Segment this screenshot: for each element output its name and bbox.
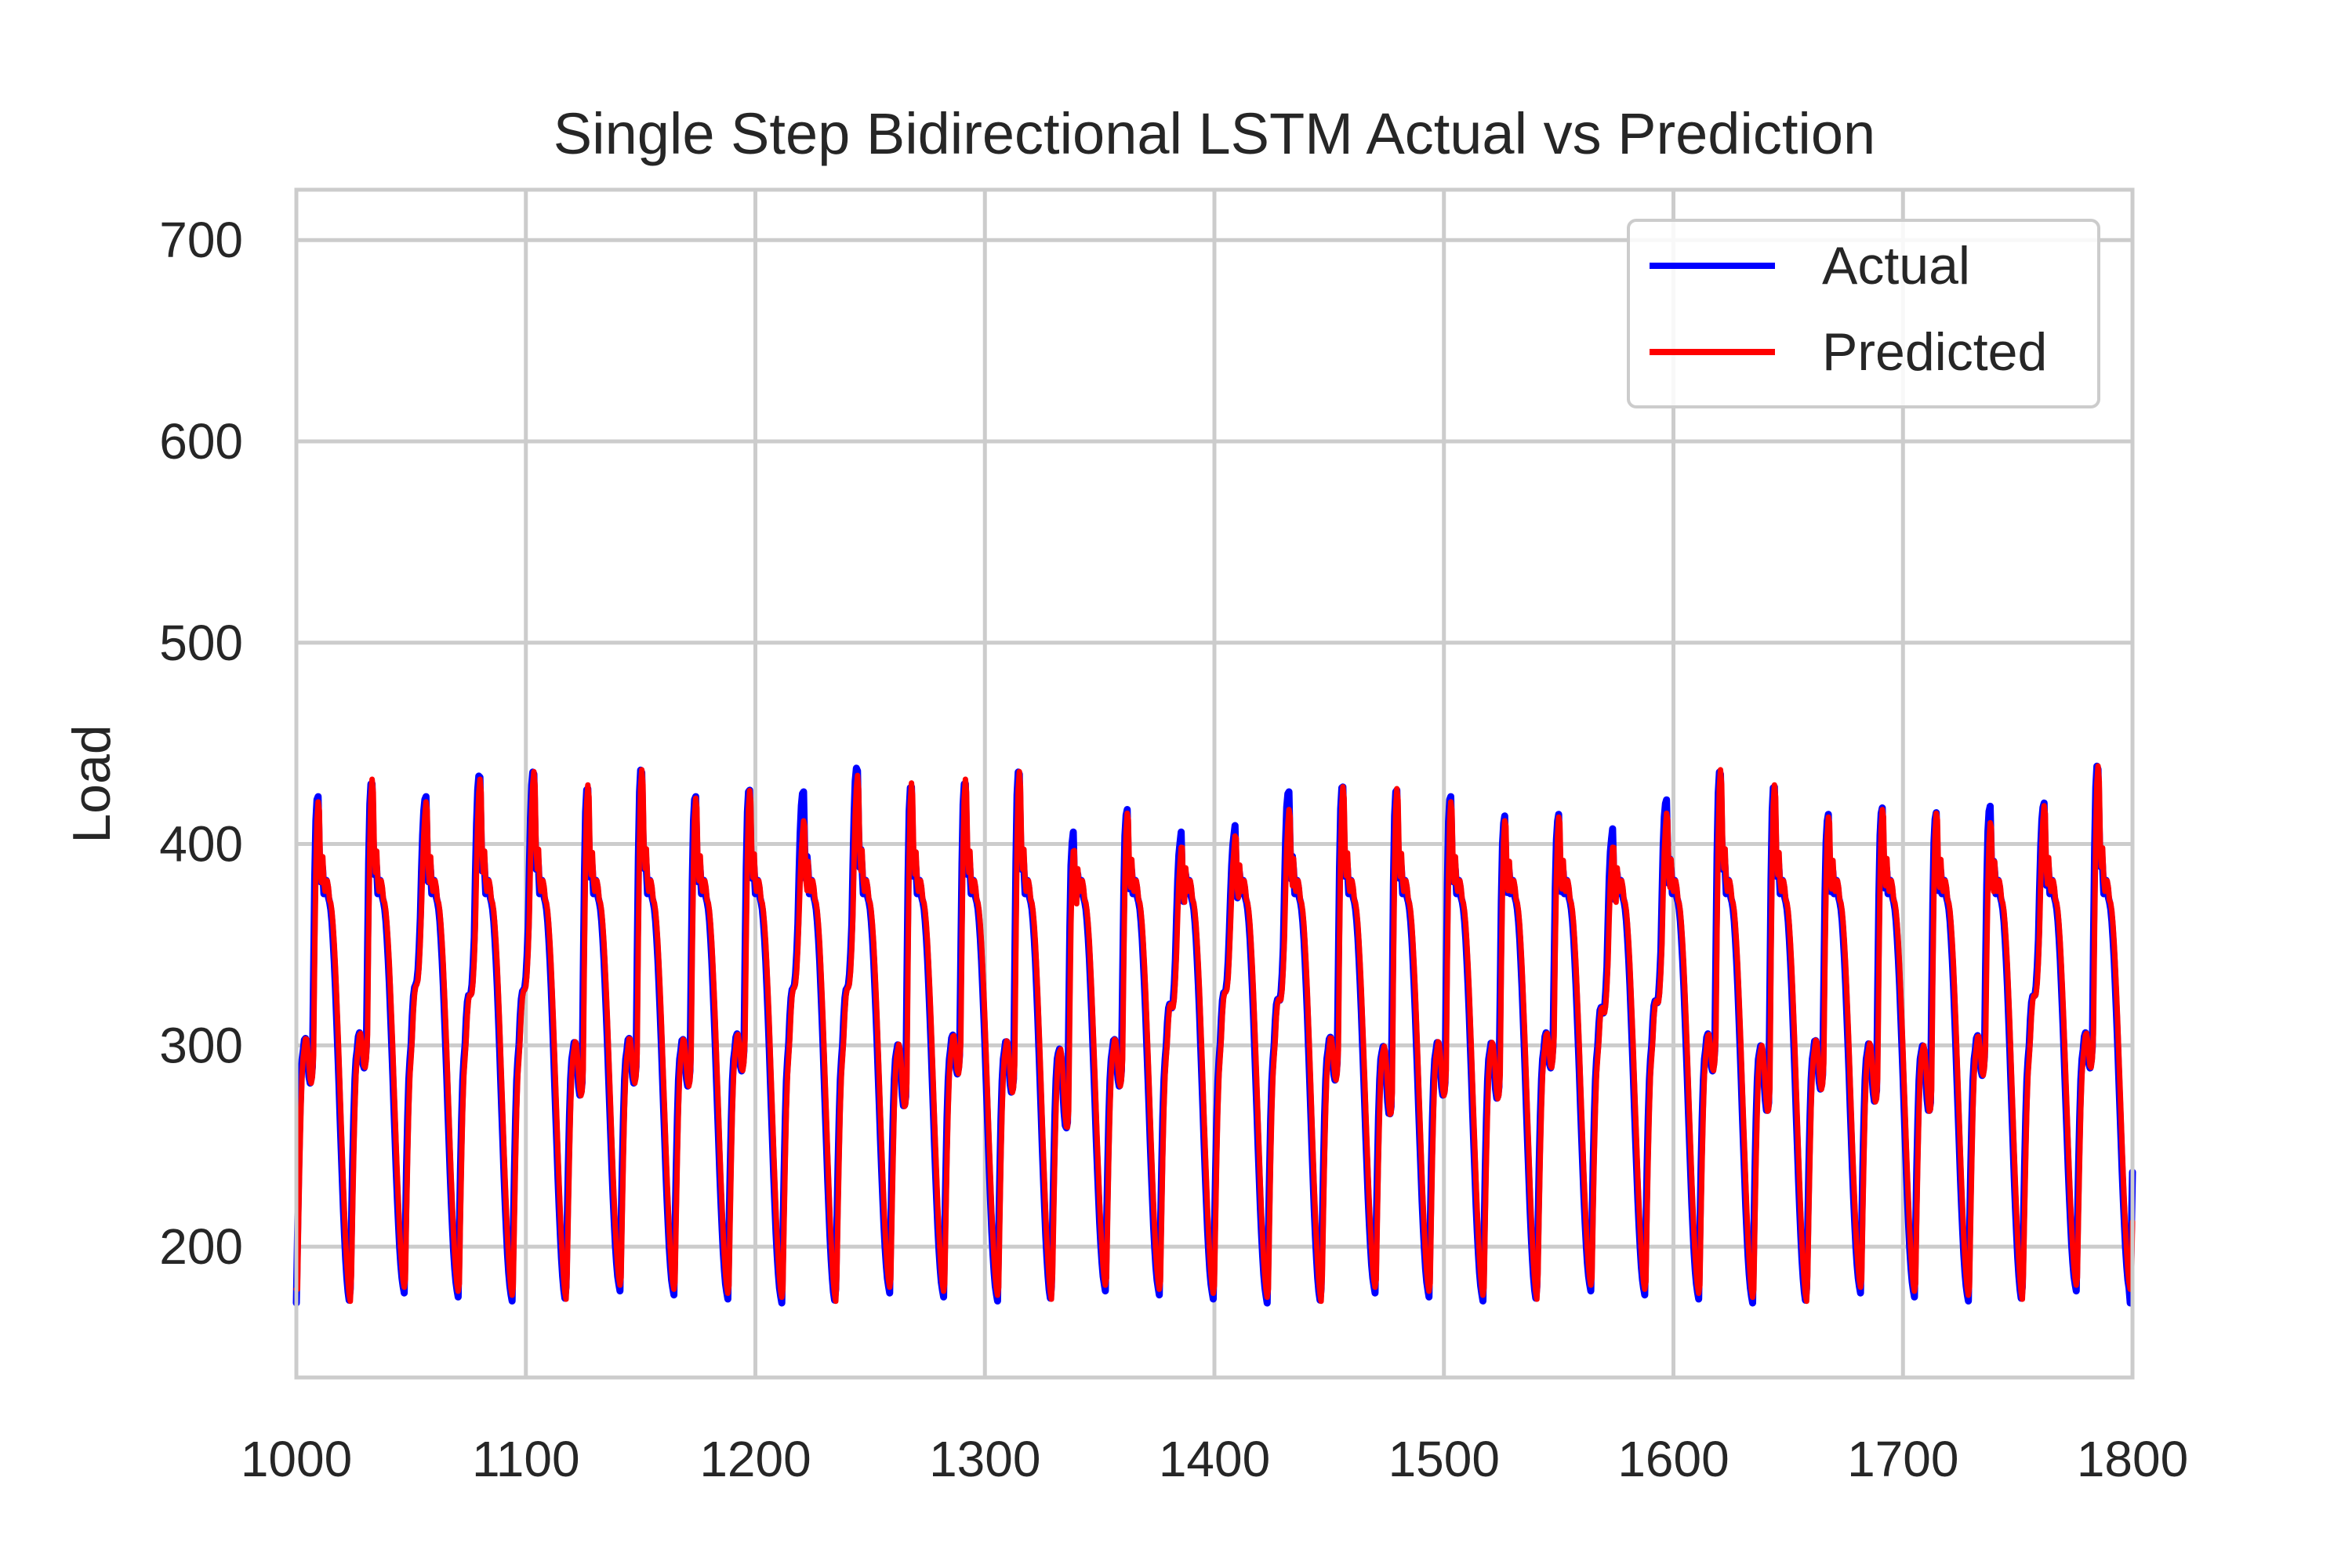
x-tick-label: 1500 bbox=[1388, 1431, 1500, 1487]
legend-label-predicted: Predicted bbox=[1822, 322, 2047, 382]
y-tick-label: 600 bbox=[159, 413, 243, 470]
x-tick-label: 1800 bbox=[2077, 1431, 2188, 1487]
x-tick-label: 1100 bbox=[472, 1431, 580, 1487]
x-axis: 1000 1100 1200 1300 1400 1500 1600 1700 1800 bbox=[241, 1431, 2188, 1487]
x-tick-label: 1400 bbox=[1159, 1431, 1270, 1487]
series-line-predicted bbox=[293, 763, 2136, 1305]
legend: Actual Predicted bbox=[1627, 219, 2100, 408]
y-tick-label: 200 bbox=[159, 1218, 243, 1275]
y-tick-label: 700 bbox=[159, 212, 243, 268]
y-axis: 200 300 400 500 600 700 bbox=[159, 212, 243, 1275]
grid bbox=[294, 190, 2135, 1377]
x-tick-label: 1300 bbox=[929, 1431, 1040, 1487]
x-tick-label: 1000 bbox=[241, 1431, 352, 1487]
y-tick-label: 300 bbox=[159, 1017, 243, 1073]
y-axis-label: Load bbox=[62, 724, 122, 843]
x-tick-label: 1600 bbox=[1617, 1431, 1729, 1487]
x-tick-label: 1200 bbox=[699, 1431, 811, 1487]
x-tick-label: 1700 bbox=[1847, 1431, 1958, 1487]
y-tick-label: 400 bbox=[159, 816, 243, 873]
legend-label-actual: Actual bbox=[1822, 236, 1970, 296]
plot-frame bbox=[294, 187, 2135, 1380]
series-layer bbox=[292, 762, 2136, 1307]
y-tick-label: 500 bbox=[159, 615, 243, 671]
chart-title: Single Step Bidirectional LSTM Actual vs… bbox=[554, 101, 1875, 166]
